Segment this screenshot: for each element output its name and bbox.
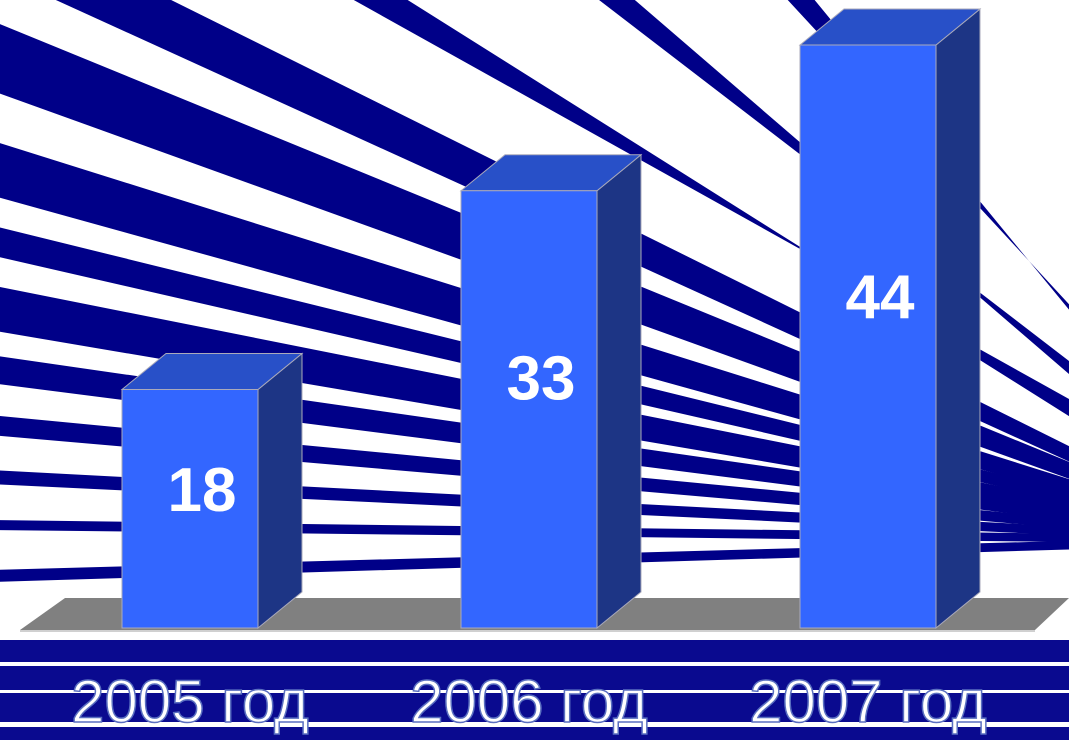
bar-front xyxy=(799,44,937,629)
x-tick-label: 2007 год xyxy=(749,668,987,735)
bar-front xyxy=(121,389,259,629)
stripe-gap xyxy=(0,690,1069,693)
x-tick-label: 2006 год xyxy=(410,668,648,735)
labels: 2005 год 2006 год 2007 год xyxy=(70,667,987,736)
bar-side xyxy=(596,153,642,630)
bar-side xyxy=(257,352,303,630)
value-label: 18 xyxy=(168,456,237,525)
bars: 18 33 44 xyxy=(120,7,982,630)
stripe-gap xyxy=(0,662,1069,666)
stripe-gap xyxy=(0,722,1069,727)
value-label: 44 xyxy=(846,263,915,332)
bar xyxy=(120,352,304,630)
bar-front xyxy=(460,190,598,629)
bar xyxy=(798,7,982,630)
bar-side xyxy=(935,7,981,630)
value-label: 33 xyxy=(507,345,576,414)
bottom-stripes xyxy=(0,640,1069,740)
bar xyxy=(459,153,643,630)
x-tick-label: 2005 год xyxy=(71,668,309,735)
